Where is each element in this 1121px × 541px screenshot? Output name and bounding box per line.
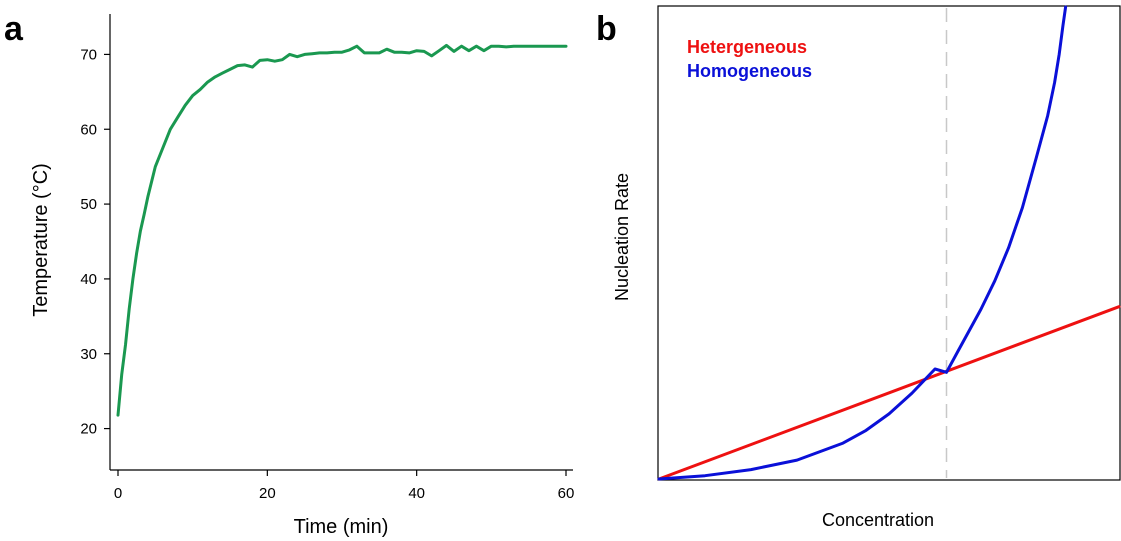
panel-a-x-tick-label: 20 — [259, 485, 276, 502]
panel-a-letter: a — [4, 10, 24, 48]
panel-a-y-tick-label: 30 — [80, 346, 97, 363]
panel-a-x-ticks: 0 20 40 60 — [114, 470, 575, 502]
panel-b-legend: Hetergeneous Homogeneous — [687, 37, 812, 81]
panel-a-y-tick-label: 20 — [80, 421, 97, 438]
panel-a-y-ticks: 20 30 40 50 60 70 — [80, 46, 110, 438]
panel-a-series-group — [116, 43, 568, 417]
panel-b-series-line-homogeneous — [657, 5, 1068, 481]
panel-a-x-axis-title: Time (min) — [294, 516, 389, 538]
panel-a-y-tick-label: 70 — [80, 46, 97, 63]
panel-b-letter: b — [596, 10, 617, 48]
panel-b-nucleation-chart: b Concentration Nucleation Rate Hetergen… — [596, 5, 1121, 530]
panel-b-legend-entry-homogeneous: Homogeneous — [687, 61, 812, 81]
panel-a-x-tick-label: 60 — [558, 485, 575, 502]
panel-a-temperature-chart: a 0 20 40 60 20 30 40 50 60 70 Time (min) Temper… — [4, 10, 574, 538]
panel-a-x-tick-label: 40 — [408, 485, 425, 502]
panel-a-y-tick-label: 50 — [80, 196, 97, 213]
panel-b-legend-entry-hetergeneous: Hetergeneous — [687, 37, 807, 57]
panel-b-series-line-hetergeneous — [657, 305, 1121, 481]
panel-b-plot-frame — [657, 5, 1121, 481]
panel-a-x-tick-label: 0 — [114, 485, 122, 502]
panel-a-y-axis-title: Temperature (°C) — [30, 163, 52, 317]
panel-a-y-tick-label: 60 — [80, 121, 97, 138]
panel-a-y-tick-label: 40 — [80, 271, 97, 288]
panel-b-x-axis-title: Concentration — [822, 510, 934, 530]
panel-b-series-group — [657, 5, 1121, 481]
panel-b-y-axis-title: Nucleation Rate — [612, 173, 632, 301]
panel-a-temperature-line — [116, 43, 568, 417]
